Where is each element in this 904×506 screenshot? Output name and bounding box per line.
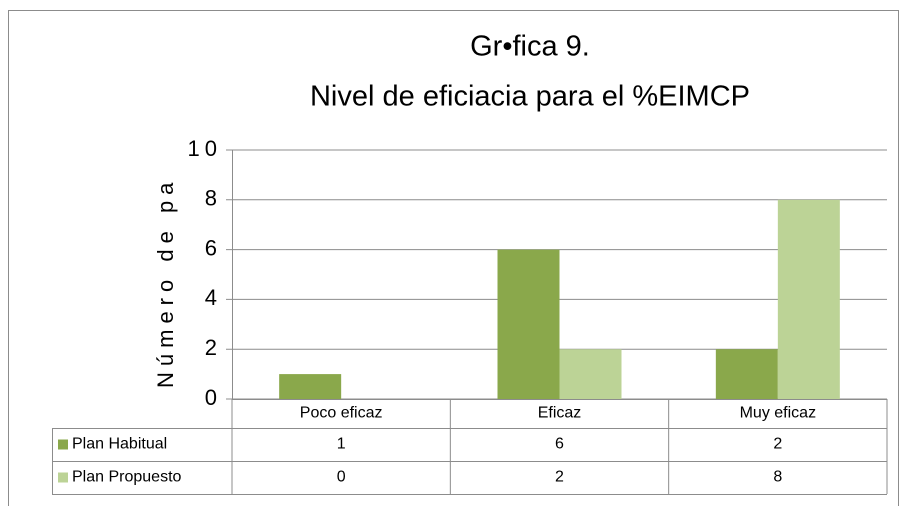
bar [559, 349, 622, 399]
y-tick-label: 4 [205, 285, 222, 310]
table-cell: 2 [773, 436, 782, 453]
bar [777, 199, 840, 399]
table-cell: 0 [337, 469, 346, 486]
x-tick-label: Muy eficaz [740, 405, 816, 422]
y-tick-label: 0 [205, 385, 222, 410]
bar [497, 249, 560, 399]
x-tick-label: Poco eficaz [300, 405, 383, 422]
chart-subtitle: Nivel de eficiacia para el %EIMCP [310, 81, 750, 113]
table-cell: 2 [555, 469, 564, 486]
chart-border [8, 10, 899, 506]
legend-swatch [58, 439, 68, 450]
bar [279, 374, 342, 399]
y-tick-label: 6 [205, 235, 222, 260]
bar [715, 349, 778, 399]
table-cell: 1 [337, 436, 346, 453]
table-cell: 8 [773, 469, 782, 486]
legend-label: Plan Habitual [72, 436, 167, 453]
chart-title: Gr•fica 9. [470, 31, 590, 63]
y-tick-label: 10 [188, 136, 222, 161]
legend-label: Plan Propuesto [72, 469, 182, 486]
y-tick-label: 8 [205, 186, 222, 211]
x-tick-label: Eficaz [538, 405, 582, 422]
table-cell: 6 [555, 436, 564, 453]
legend-swatch [58, 472, 68, 483]
y-tick-label: 2 [205, 335, 222, 360]
y-axis-label: Número de pa [153, 177, 178, 388]
